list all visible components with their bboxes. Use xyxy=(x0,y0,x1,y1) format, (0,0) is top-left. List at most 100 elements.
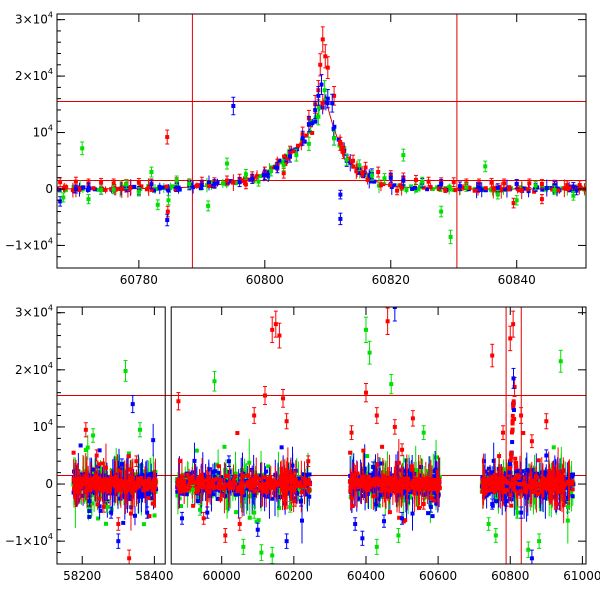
top-model-point xyxy=(71,184,76,189)
bottom-noise-point xyxy=(363,489,368,494)
bottom-noise-point xyxy=(132,487,137,492)
bottom-noise-point xyxy=(531,480,536,485)
bottom-noise-point xyxy=(262,475,267,480)
top-model-point xyxy=(331,126,336,131)
bottom-noise-point xyxy=(401,519,406,524)
top-green-point-26 xyxy=(382,176,387,181)
bottom-noise-point xyxy=(241,493,246,498)
top-red-point-51 xyxy=(511,201,516,206)
top-green-point-24 xyxy=(357,163,362,168)
bottom-noise-point xyxy=(494,499,499,504)
top-model-point xyxy=(467,185,472,190)
bottom-noise-point xyxy=(86,491,91,496)
bottom-noise-point xyxy=(553,486,558,491)
top-green-point-19 xyxy=(306,141,311,146)
bottom-noise-point xyxy=(101,480,106,485)
top-ytick-exp-3: 4 xyxy=(48,67,53,76)
top-red-point-3 xyxy=(99,180,104,185)
bottom-noise-point xyxy=(404,483,409,488)
bottom-noise-point xyxy=(242,479,247,484)
top-model-point xyxy=(525,187,530,192)
bottom-noise-point xyxy=(498,485,503,490)
top-model-point xyxy=(428,185,433,190)
bottom-noise-point xyxy=(504,488,509,493)
top-blue-point-18 xyxy=(288,154,293,159)
bottom-noise-point xyxy=(422,486,427,491)
bottom-noise-point xyxy=(419,485,424,490)
bottom-noise-point xyxy=(402,485,407,490)
top-model-point xyxy=(258,174,263,179)
bottom-noise-point xyxy=(502,484,507,489)
top-model-point xyxy=(562,186,567,191)
bottom-noise-point xyxy=(361,474,366,479)
top-model-point xyxy=(255,174,260,179)
bottom-noise-point xyxy=(570,494,575,499)
top-blue-point-9 xyxy=(174,185,179,190)
bottom-noise-point xyxy=(247,460,252,465)
bottom-noise-point xyxy=(126,451,131,456)
bottom-noise-point xyxy=(147,489,152,494)
top-ytick-label-1: 0 xyxy=(45,182,53,196)
top-model-point xyxy=(222,181,227,186)
bottom-noise-point xyxy=(431,484,436,489)
bottom-noise-point xyxy=(192,458,197,463)
top-blue-point-13 xyxy=(231,104,236,109)
bottom-noise-point xyxy=(103,465,108,470)
bottom-noise-point xyxy=(522,491,527,496)
top-model-point xyxy=(417,185,422,190)
top-red-point-30 xyxy=(341,150,346,155)
bottom-noise-point xyxy=(571,472,576,477)
bottom-noise-point xyxy=(491,458,496,463)
bottom-noise-point xyxy=(85,479,90,484)
bottom-noise-point xyxy=(104,487,109,492)
bottom-noise-point xyxy=(299,490,304,495)
bottom-noise-point xyxy=(379,488,384,493)
bottom-noise-point xyxy=(493,472,498,477)
bottom-noise-point xyxy=(122,485,127,490)
top-green-point-16 xyxy=(269,168,274,173)
bottom-noise-point xyxy=(152,488,157,493)
bottom-noise-point xyxy=(93,482,98,487)
bottom-noise-point xyxy=(132,513,137,518)
bottom-noise-point xyxy=(376,492,381,497)
bottom-noise-point xyxy=(225,474,230,479)
bottom-noise-point xyxy=(103,521,108,526)
bottom-noise-point xyxy=(284,478,289,483)
top-model-point xyxy=(556,188,561,193)
top-model-point xyxy=(540,187,545,192)
bottom-noise-point xyxy=(422,480,427,485)
bottom-noise-point xyxy=(418,464,423,469)
top-blue-point-7 xyxy=(149,182,154,187)
top-plot-area xyxy=(57,14,586,268)
bottom-noise-point xyxy=(83,474,88,479)
bottom-noise-point xyxy=(371,471,376,476)
bottom-noise-point xyxy=(134,485,139,490)
bottom-noise-point xyxy=(384,484,389,489)
bottom-noise-point xyxy=(91,479,96,484)
bottom-noise-point xyxy=(483,484,488,489)
top-green-point-35 xyxy=(533,183,538,188)
bottom-noise-point xyxy=(378,481,383,486)
bottom-noise-point xyxy=(399,482,404,487)
bottom-noise-point xyxy=(375,462,380,467)
bottom-noise-point xyxy=(424,473,429,478)
bottom-noise-point xyxy=(526,484,531,489)
top-red-point-49 xyxy=(577,183,582,188)
bottom-noise-point xyxy=(137,478,142,483)
top-green-point-23 xyxy=(344,157,349,162)
top-model-point xyxy=(225,181,230,186)
top-model-point xyxy=(488,187,493,192)
bottom-noise-point xyxy=(183,488,188,493)
bottom-noise-point xyxy=(507,496,512,501)
bottom-noise-point xyxy=(82,482,87,487)
bottom-noise-point xyxy=(143,481,148,486)
bottom-noise-point xyxy=(292,479,297,484)
top-model-point xyxy=(152,188,157,193)
bottom-noise-point xyxy=(357,490,362,495)
bottom-noise-point xyxy=(426,484,431,489)
bottom-noise-point xyxy=(355,471,360,476)
bottom-noise-point xyxy=(352,482,357,487)
bottom-noise-point xyxy=(241,473,246,478)
top-ytick-label-4: 3×104 xyxy=(15,11,53,27)
bottom-noise-point xyxy=(252,493,257,498)
